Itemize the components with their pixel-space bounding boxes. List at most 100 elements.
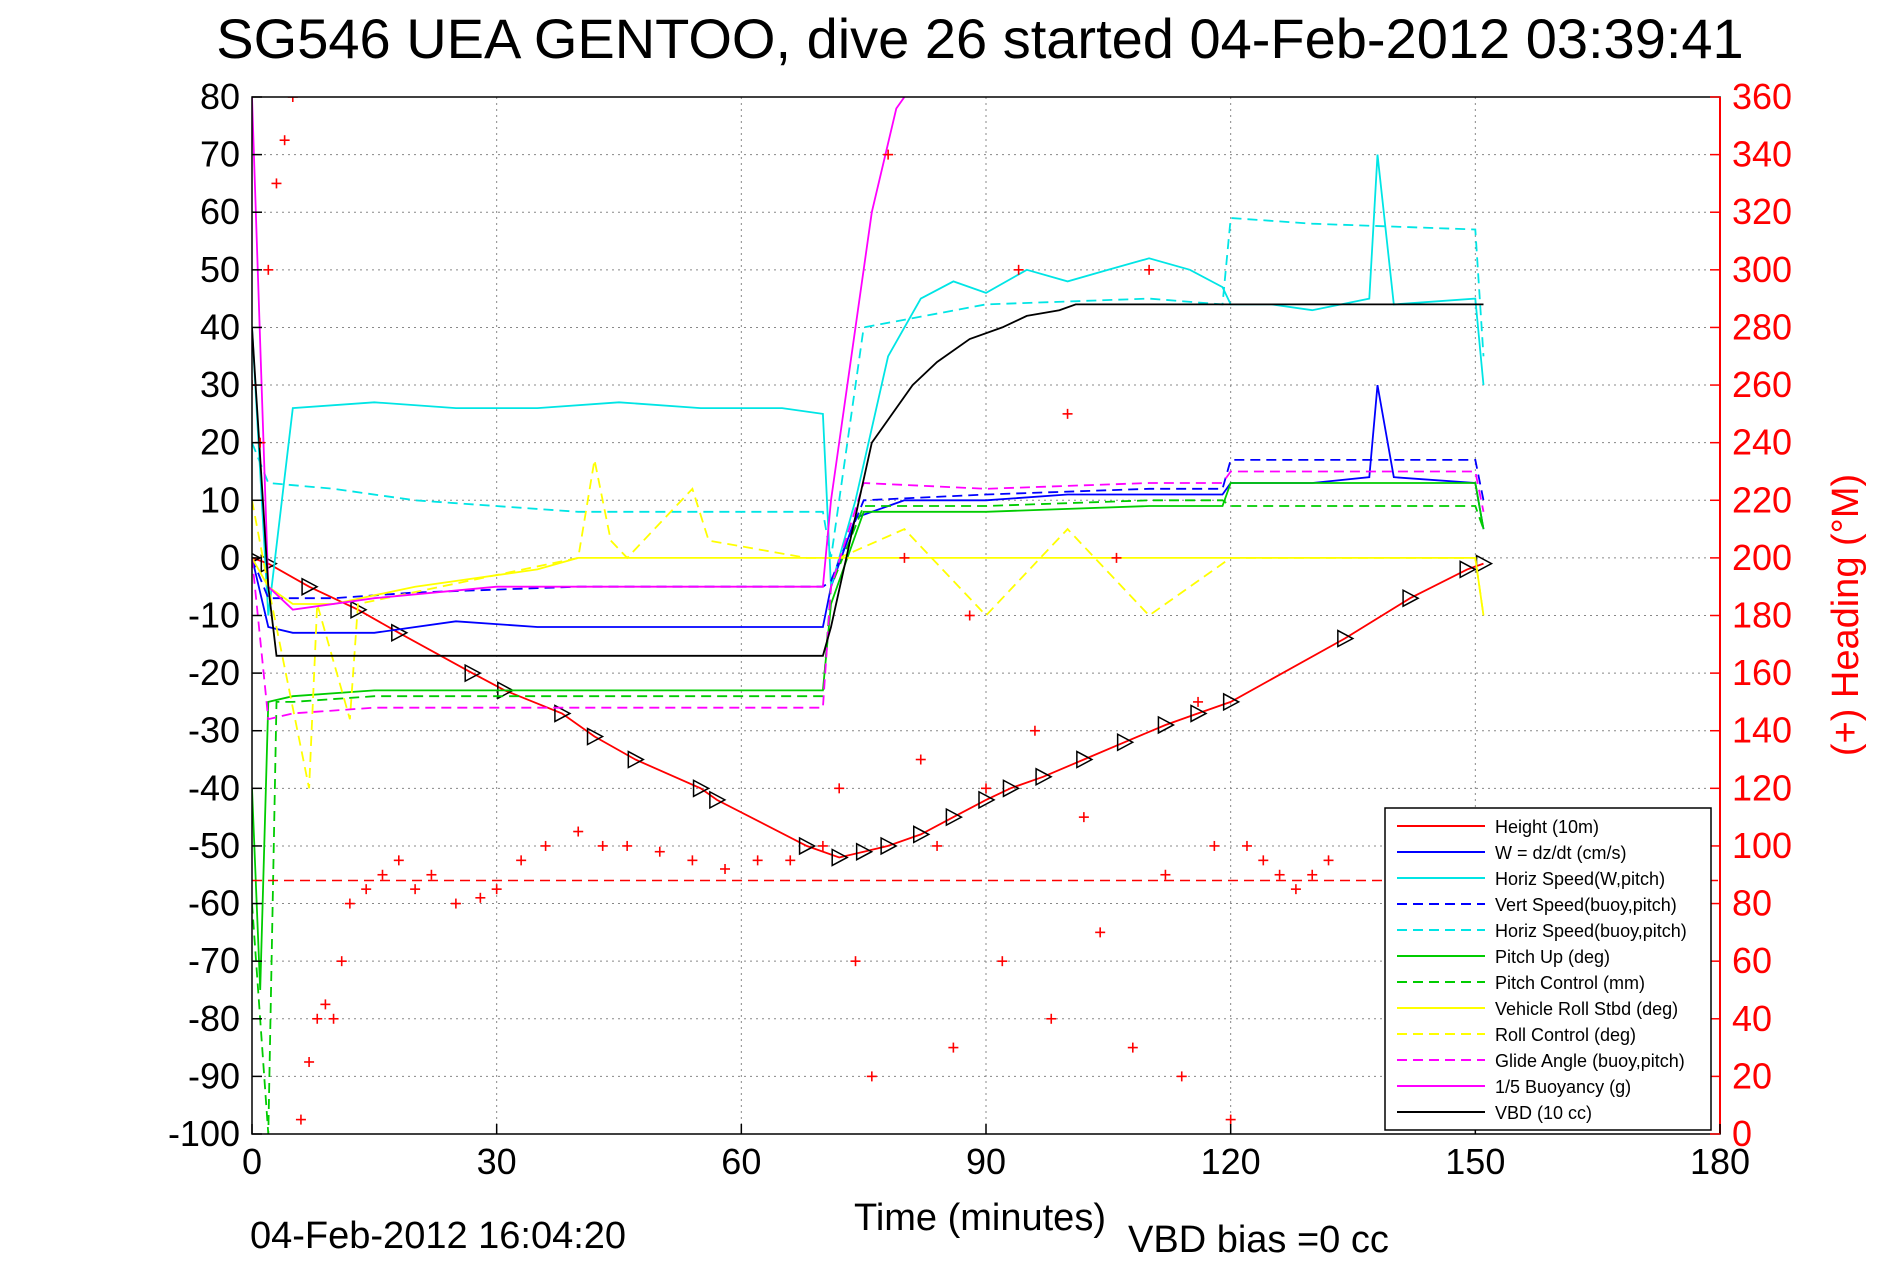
heading-point: [1193, 696, 1204, 707]
height-marker: [464, 663, 482, 683]
height-marker: [586, 727, 605, 746]
height-marker: [1157, 715, 1176, 735]
heading-point: [597, 840, 608, 851]
height-marker: [855, 842, 874, 861]
legend-label: Vehicle Roll Stbd (deg): [1495, 999, 1678, 1019]
chart-title: SG546 UEA GENTOO, dive 26 started 04-Feb…: [216, 7, 1743, 70]
heading-point: [1160, 869, 1171, 880]
y-tick-label: -80: [188, 998, 240, 1039]
x-tick-label: 0: [242, 1141, 262, 1182]
height-marker: [1459, 560, 1477, 579]
heading-point: [279, 135, 290, 146]
y2-tick-label: 260: [1732, 364, 1792, 405]
series-line-8: [252, 459, 1485, 789]
heading-point: [475, 892, 486, 903]
heading-point: [1127, 1042, 1138, 1053]
heading-point: [915, 754, 926, 765]
y2-tick-label: 280: [1732, 306, 1792, 347]
series-line-3: [252, 458, 1485, 600]
footer-timestamp: 04-Feb-2012 16:04:20: [250, 1215, 626, 1257]
legend-label: Roll Control (deg): [1495, 1025, 1636, 1045]
heading-point: [720, 863, 731, 874]
height-marker: [913, 825, 931, 844]
heading-point: [1013, 264, 1024, 275]
y2-tick-label: 100: [1732, 825, 1792, 866]
legend-label: Horiz Speed(W,pitch): [1495, 869, 1665, 889]
height-marker: [880, 836, 898, 856]
y2-tick-label: 40: [1732, 998, 1772, 1039]
y-tick-label: -100: [168, 1113, 240, 1154]
y-tick-label: 40: [200, 306, 240, 347]
height-marker: [301, 577, 319, 596]
y2-tick-label: 140: [1732, 710, 1792, 751]
height-marker: [1337, 629, 1355, 648]
series-line-4: [252, 217, 1485, 559]
height-marker: [260, 554, 278, 573]
heading-point: [687, 855, 698, 866]
heading-point: [654, 846, 665, 857]
legend-label: Pitch Up (deg): [1495, 947, 1610, 967]
heading-point: [450, 898, 461, 909]
y-tick-label: -60: [188, 883, 240, 924]
y-tick-label: -70: [188, 940, 240, 981]
height-marker: [1002, 779, 1021, 798]
height-marker: [627, 750, 645, 769]
x-axis-label: Time (minutes): [854, 1197, 1106, 1239]
series-line-9: [252, 470, 1485, 721]
heading-point: [320, 999, 331, 1010]
heading-point: [1258, 855, 1269, 866]
heading-point: [932, 840, 943, 851]
height-marker: [798, 836, 817, 856]
heading-point: [336, 956, 347, 967]
heading-point: [1274, 869, 1285, 880]
y-tick-label: 0: [220, 537, 240, 578]
series-line-1: [252, 384, 1485, 634]
height-marker: [692, 779, 711, 798]
y2-tick-label: 220: [1732, 479, 1792, 520]
legend-label: 1/5 Buoyancy (g): [1495, 1077, 1631, 1097]
y-tick-label: -30: [188, 710, 240, 751]
x-tick-label: 90: [966, 1141, 1006, 1182]
y2-tick-label: 60: [1732, 940, 1772, 981]
heading-point: [899, 552, 910, 563]
y2-tick-label: 320: [1732, 191, 1792, 232]
y-tick-label: -20: [188, 652, 240, 693]
heading-point: [328, 1013, 339, 1024]
x-tick-label: 120: [1201, 1141, 1261, 1182]
heading-point: [1209, 840, 1220, 851]
height-marker: [1076, 750, 1094, 769]
y-tick-label: -10: [188, 595, 240, 636]
height-marker: [709, 790, 727, 810]
heading-point: [948, 1042, 959, 1053]
y2-tick-label: 360: [1732, 76, 1792, 117]
heading-point: [1095, 927, 1106, 938]
heading-point: [1062, 408, 1073, 419]
y-tick-label: 20: [200, 422, 240, 463]
x-tick-label: 60: [721, 1141, 761, 1182]
heading-point: [540, 840, 551, 851]
heading-point: [850, 956, 861, 967]
heading-point: [1111, 552, 1122, 563]
height-marker: [554, 704, 572, 723]
heading-point: [361, 884, 372, 895]
heading-point: [785, 855, 796, 866]
legend-box: [1384, 807, 1712, 1131]
height-marker: [1190, 704, 1208, 723]
heading-point: [287, 97, 298, 102]
heading-point: [622, 840, 633, 851]
heading-point: [410, 884, 421, 895]
y2-tick-label: 20: [1732, 1055, 1772, 1096]
heading-point: [997, 956, 1008, 967]
series-line-5: [252, 482, 1485, 991]
legend-label: W = dz/dt (cm/s): [1495, 843, 1627, 863]
heading-point: [516, 855, 527, 866]
height-marker: [1035, 767, 1053, 787]
heading-point: [1241, 840, 1252, 851]
heading-point: [1029, 725, 1040, 736]
heading-point: [263, 264, 274, 275]
y-tick-label: 80: [200, 76, 240, 117]
x-tick-label: 30: [477, 1141, 517, 1182]
heading-point: [426, 869, 437, 880]
